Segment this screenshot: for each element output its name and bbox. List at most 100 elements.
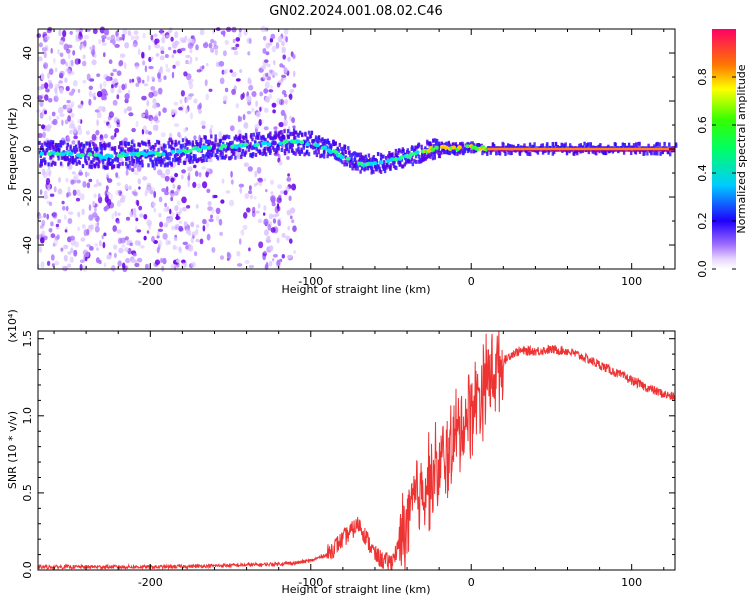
noise-speckle	[48, 228, 53, 233]
noise-speckle	[144, 129, 150, 135]
band-cell	[222, 155, 225, 160]
noise-speckle	[51, 263, 55, 267]
noise-speckle	[219, 231, 224, 236]
noise-speckle	[174, 172, 179, 178]
noise-speckle	[81, 224, 86, 229]
noise-speckle	[213, 44, 219, 50]
noise-speckle	[91, 59, 97, 66]
band-cell	[646, 151, 649, 156]
band-cell	[350, 153, 354, 157]
band-cell	[418, 158, 422, 162]
noise-speckle	[201, 65, 205, 70]
band-cell	[424, 156, 427, 161]
band-cell	[415, 145, 418, 150]
band-cell	[112, 146, 115, 151]
noise-speckle	[132, 39, 138, 48]
band-cell	[249, 152, 252, 157]
band-cell	[223, 134, 226, 139]
noise-speckle	[157, 169, 163, 176]
noise-speckle	[134, 35, 140, 40]
noise-speckle	[122, 262, 126, 269]
noise-speckle	[153, 33, 158, 38]
band-cell	[587, 142, 590, 147]
band-cell	[435, 149, 438, 154]
noise-speckle	[78, 169, 83, 175]
band-cell	[272, 147, 276, 152]
noise-speckle	[270, 33, 276, 40]
noise-speckle	[112, 78, 118, 84]
band-cell	[208, 139, 211, 144]
band-core	[339, 155, 345, 160]
band-cell	[170, 144, 173, 149]
noise-speckle	[176, 200, 181, 206]
band-cell	[263, 150, 267, 154]
band-cell	[630, 151, 633, 155]
noise-speckle	[96, 111, 102, 119]
noise-speckle	[143, 214, 148, 220]
noise-speckle	[257, 203, 261, 209]
band-cell	[80, 142, 83, 147]
noise-speckle	[117, 89, 122, 94]
noise-speckle	[79, 193, 85, 201]
band-cell	[302, 145, 305, 150]
noise-speckle	[148, 224, 152, 230]
noise-speckle	[55, 223, 60, 228]
band-cell	[96, 147, 99, 152]
band-cell	[76, 147, 79, 152]
band-cell	[650, 150, 653, 155]
band-core	[183, 150, 189, 154]
noise-speckle	[63, 244, 69, 250]
band-cell	[224, 154, 228, 159]
noise-speckle	[116, 182, 121, 186]
noise-speckle	[105, 185, 109, 191]
band-cell	[218, 143, 221, 148]
noise-speckle	[93, 193, 97, 199]
band-cell	[82, 147, 85, 152]
band-cell	[239, 148, 242, 153]
noise-speckle	[235, 103, 240, 109]
noise-speckle	[189, 166, 193, 172]
band-cell	[113, 146, 117, 151]
band-cell	[250, 133, 253, 137]
noise-speckle	[132, 207, 137, 215]
noise-speckle	[284, 113, 287, 121]
noise-speckle	[239, 69, 243, 73]
noise-speckle	[174, 205, 179, 212]
noise-speckle	[224, 68, 228, 74]
band-core	[322, 145, 328, 150]
band-cell	[658, 142, 661, 147]
noise-speckle	[94, 226, 100, 233]
noise-speckle	[258, 119, 262, 126]
band-cell	[656, 151, 659, 156]
band-cell	[252, 144, 255, 149]
band-cell	[263, 146, 266, 151]
x-tick-label: -200	[138, 576, 163, 589]
noise-speckle	[280, 109, 286, 116]
band-cell	[162, 149, 165, 154]
band-cell	[129, 147, 132, 151]
band-cell	[200, 137, 203, 142]
band-cell	[62, 154, 65, 159]
band-cell	[111, 165, 114, 170]
noise-speckle	[84, 251, 90, 258]
noise-speckle	[157, 71, 162, 78]
noise-speckle	[102, 80, 107, 88]
noise-speckle	[206, 188, 211, 193]
band-cell	[62, 150, 65, 155]
band-cell	[242, 136, 246, 140]
band-cell	[392, 164, 396, 169]
band-cell	[280, 136, 283, 140]
band-cell	[100, 149, 103, 154]
band-cell	[370, 164, 373, 169]
noise-speckle	[175, 259, 181, 263]
band-cell	[643, 151, 646, 156]
noise-speckle	[273, 72, 278, 77]
band-cell	[50, 162, 53, 167]
band-cell	[280, 130, 283, 134]
band-cell	[623, 143, 626, 147]
band-cell	[359, 169, 362, 174]
band-cell	[126, 141, 129, 146]
noise-speckle	[128, 112, 134, 117]
band-cell	[528, 142, 532, 147]
